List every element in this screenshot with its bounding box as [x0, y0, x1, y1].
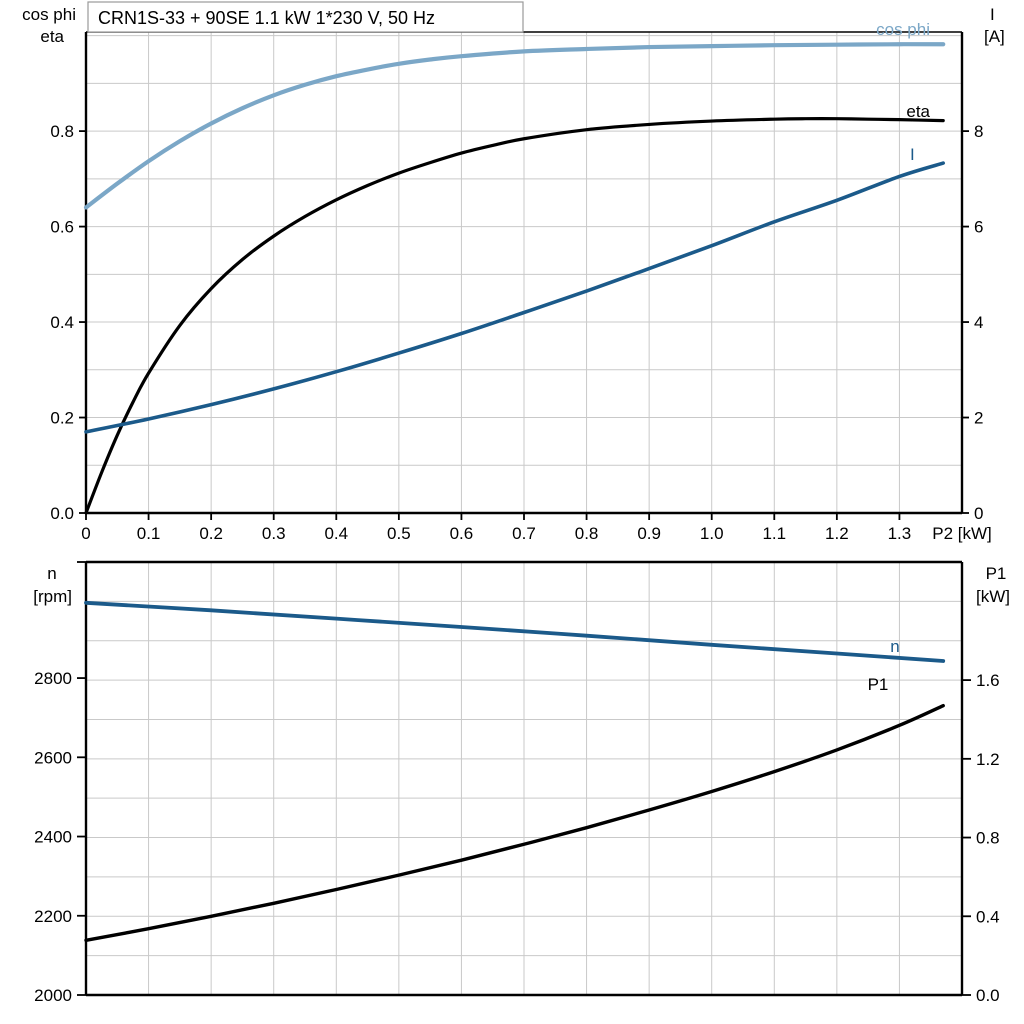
chart-title-text: CRN1S-33 + 90SE 1.1 kW 1*230 V, 50 Hz [98, 8, 435, 28]
chart-title-box: CRN1S-33 + 90SE 1.1 kW 1*230 V, 50 Hz [87, 1, 524, 33]
top-left-tick-label: 0.2 [50, 409, 74, 428]
top-x-tick-label: 1.2 [825, 524, 849, 543]
bottom-left-axis-title-rpm: [rpm] [33, 587, 72, 606]
speed-power-chart: 2000 2200 2400 2600 2800 0.0 0.4 0.8 1.2 1.6 n [rpm… [33, 560, 1010, 1005]
top-x-tick-label: 1.0 [700, 524, 724, 543]
bottom-right-tick-label: 0.4 [976, 907, 1000, 926]
top-x-tick-label: 1.3 [888, 524, 912, 543]
top-right-tick-label: 6 [974, 218, 983, 237]
bottom-right-tick-label: 1.2 [976, 750, 1000, 769]
curve-cos-phi [83, 42, 946, 210]
top-left-tick-label: 0.6 [50, 218, 74, 237]
curve-label-P1: P1 [868, 675, 889, 694]
bottom-left-tick-label: 2400 [34, 828, 72, 847]
top-x-tick-label: 0 [81, 524, 90, 543]
top-x-tick-label: 0.7 [512, 524, 536, 543]
top-x-tick-label: 0.3 [262, 524, 286, 543]
top-left-tick-label: 0.0 [50, 504, 74, 523]
bottom-right-axis-title-p1: P1 [986, 564, 1007, 583]
top-left-tick-label: 0.8 [50, 122, 74, 141]
top-x-tick-label: 0.2 [199, 524, 223, 543]
top-right-tick-label: 2 [974, 409, 983, 428]
top-x-tick-label: 0.5 [387, 524, 411, 543]
curve-n [84, 600, 946, 663]
bottom-right-axis-title-kw: [kW] [976, 587, 1010, 606]
chart-title-box-frame [87, 1, 524, 33]
top-x-axis-title: P2 [kW] [932, 524, 992, 543]
bottom-left-axis-title-n: n [47, 564, 56, 583]
top-gridlines [86, 32, 962, 513]
bottom-left-tick-label: 2000 [34, 986, 72, 1005]
curve-label-I: I [910, 145, 915, 164]
bottom-left-tick-label: 2600 [34, 748, 72, 767]
bottom-left-tick-label: 2200 [34, 907, 72, 926]
bottom-left-tick-label: 2800 [34, 669, 72, 688]
top-left-tick-label: 0.4 [50, 313, 74, 332]
top-right-tick-label: 8 [974, 122, 983, 141]
top-x-tick-label: 1.1 [762, 524, 786, 543]
top-left-axis-title-eta: eta [40, 27, 64, 46]
top-x-tick-label: 0.9 [637, 524, 661, 543]
top-right-tick-label: 4 [974, 313, 983, 332]
top-right-tick-label: 0 [974, 504, 983, 523]
top-x-tick-label: 0.8 [575, 524, 599, 543]
bottom-right-tick-label: 1.6 [976, 671, 1000, 690]
top-x-tick-label: 0.6 [450, 524, 474, 543]
top-x-tick-label: 0.4 [324, 524, 348, 543]
top-x-tick-label: 0.1 [137, 524, 161, 543]
curve-label-cos-phi: cos phi [876, 20, 930, 39]
curve-eta [84, 117, 945, 515]
bottom-right-tick-label: 0.0 [976, 986, 1000, 1005]
efficiency-chart: 0.0 0.2 0.4 0.6 0.8 0 2 4 6 8 0 0.1 0.2 0.3 0.4 0.5 0.6 0… [22, 1, 1005, 543]
bottom-right-tick-label: 0.8 [976, 829, 1000, 848]
curve-P1 [84, 703, 945, 942]
top-left-axis-title-cosphi: cos phi [22, 5, 76, 24]
top-right-axis-title-current: I [990, 5, 995, 24]
curve-label-eta: eta [906, 102, 930, 121]
curve-label-n: n [890, 637, 899, 656]
curve-I [84, 161, 946, 434]
top-right-axis-title-amp: [A] [984, 27, 1005, 46]
